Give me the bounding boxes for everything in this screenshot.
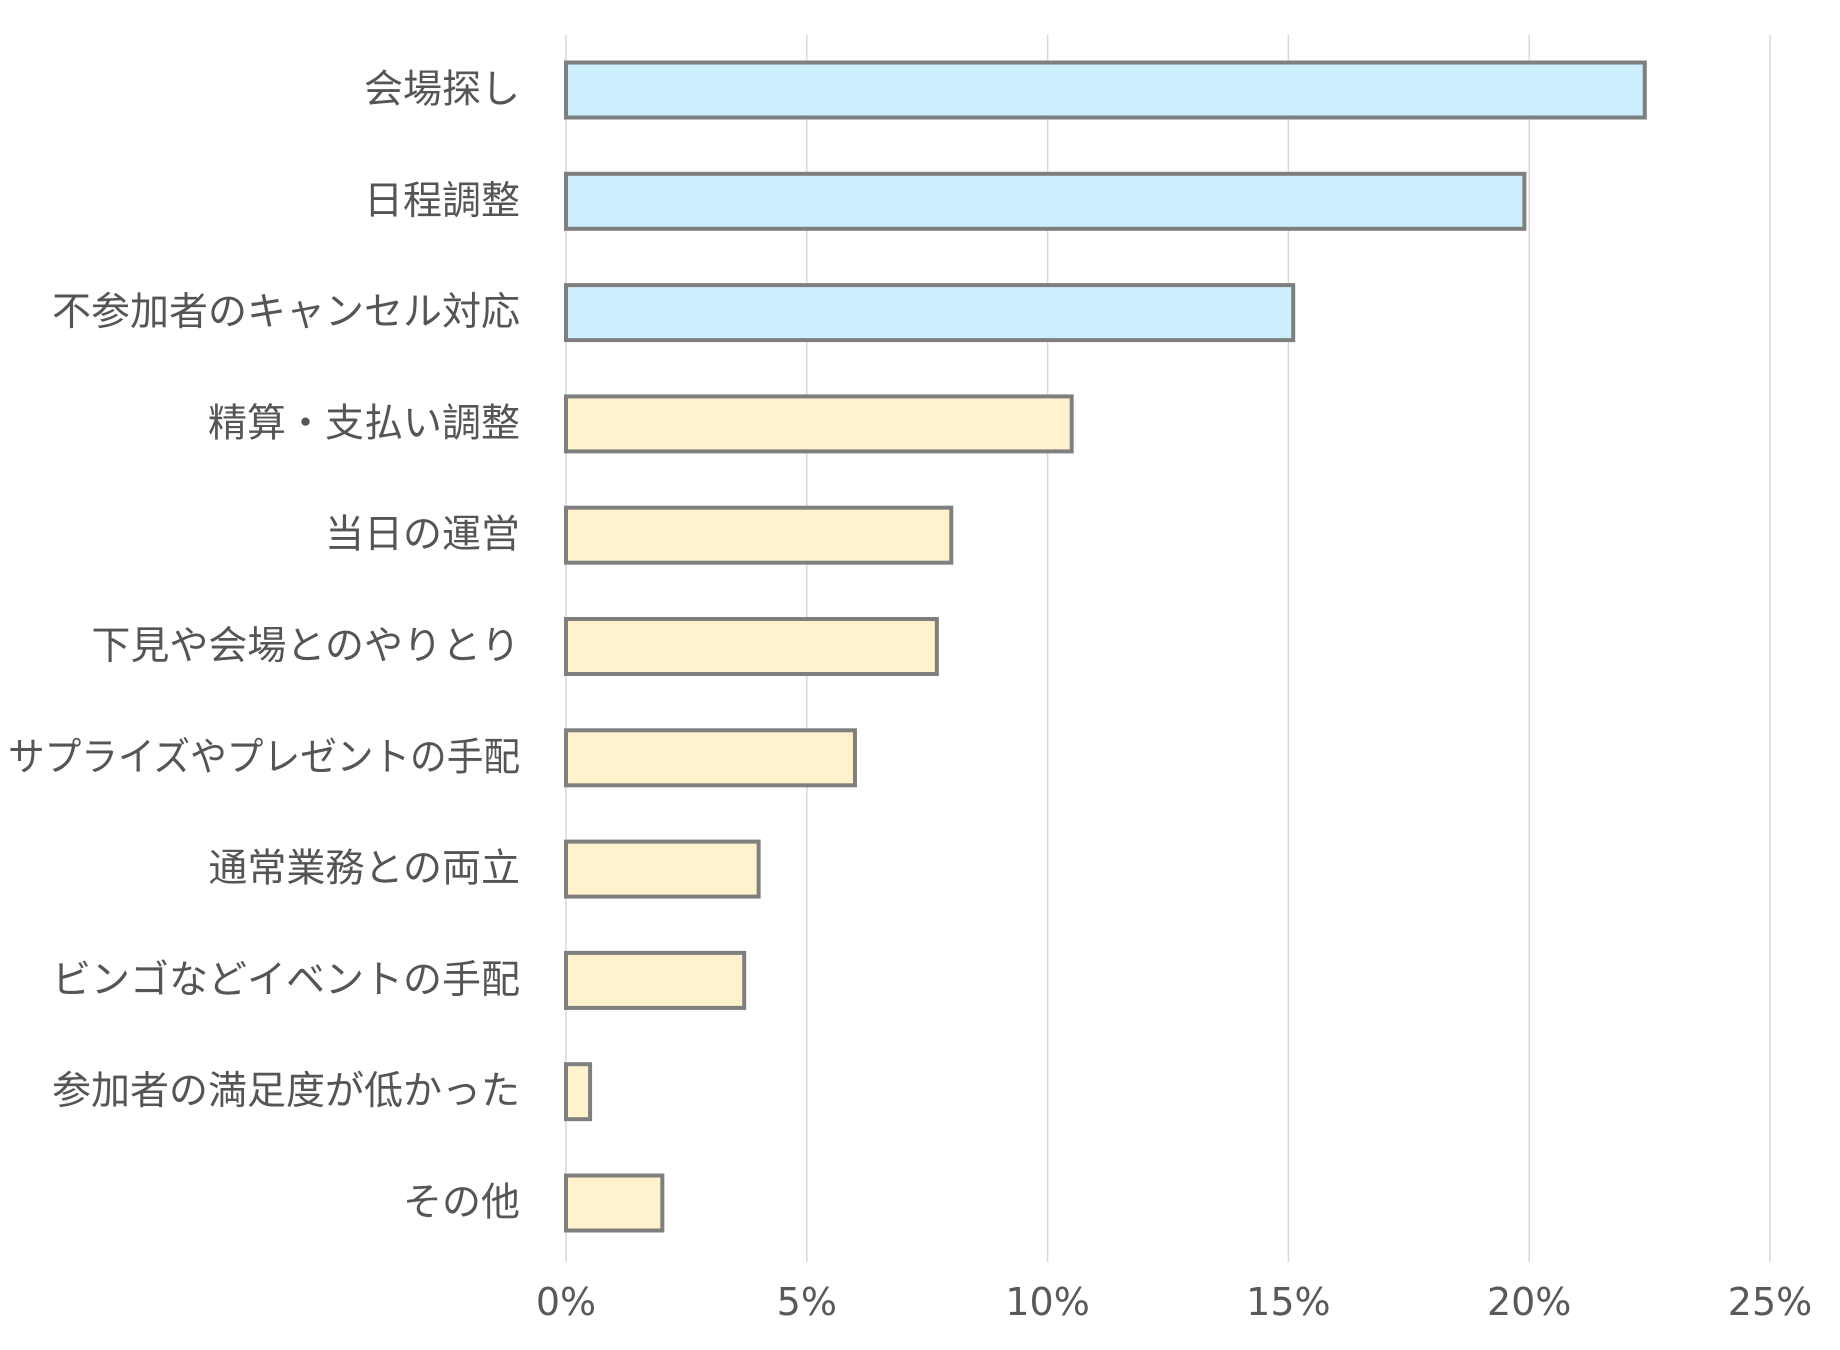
category-label: 当日の運営 [325, 513, 520, 558]
bars [564, 60, 1647, 1233]
category-label: 参加者の満足度が低かった [52, 1069, 520, 1114]
bar-6 [564, 617, 939, 676]
category-label: 下見や会場とのやりとり [91, 624, 520, 669]
bar-5 [564, 505, 954, 565]
bar-10 [564, 1062, 593, 1122]
bar-3 [564, 283, 1296, 343]
category-label: 会場探し [364, 68, 520, 113]
category-label: 日程調整 [364, 179, 520, 224]
category-label: その他 [403, 1181, 520, 1226]
gridlines [565, 35, 1771, 1262]
category-label: 不参加者のキャンセル対応 [52, 290, 520, 335]
category-label: ビンゴなどイベントの手配 [52, 958, 520, 1003]
bar-1 [564, 60, 1647, 120]
x-tick-label: 5% [777, 1280, 837, 1324]
bar-8 [564, 839, 761, 899]
bar-7 [564, 728, 857, 788]
bar-11 [564, 1173, 665, 1233]
x-axis-tick-labels: 0% 5% 10% 15% 20% 25% [536, 1280, 1812, 1324]
category-label: 通常業務との両立 [208, 847, 520, 892]
bar-9 [564, 950, 747, 1010]
category-label: 精算・支払い調整 [208, 401, 520, 446]
x-tick-label: 20% [1487, 1280, 1571, 1324]
category-label: サプライズやプレゼントの手配 [8, 735, 520, 780]
category-labels: 会場探し日程調整不参加者のキャンセル対応精算・支払い調整当日の運営下見や会場との… [8, 68, 520, 1226]
x-tick-label: 15% [1246, 1280, 1330, 1324]
bar-2 [564, 171, 1527, 231]
x-tick-label: 10% [1005, 1280, 1089, 1324]
x-tick-label: 25% [1728, 1280, 1812, 1324]
bar-4 [564, 394, 1074, 454]
x-tick-label: 0% [536, 1280, 596, 1324]
